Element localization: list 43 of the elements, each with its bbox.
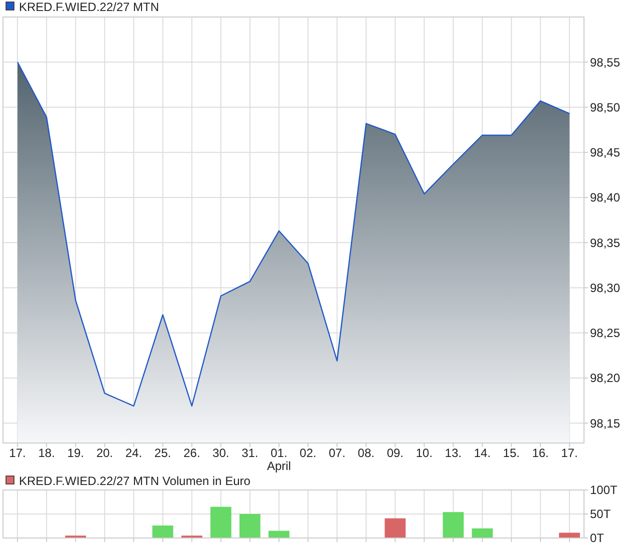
- bar: [210, 506, 232, 538]
- x-tick-label: 14.: [474, 446, 491, 460]
- x-tick-label: 24.: [125, 446, 142, 460]
- bar: [268, 530, 290, 538]
- x-tick-label: 07.: [328, 446, 346, 460]
- y-tick-label: 98,35: [590, 236, 620, 250]
- x-tick-label: 17.: [561, 446, 578, 460]
- x-tick-label: 02.: [300, 446, 316, 460]
- y-tick-label: 98,45: [590, 146, 620, 160]
- y-tick-label: 98,40: [590, 190, 620, 205]
- bar: [152, 526, 174, 538]
- x-tick-label: 09.: [386, 446, 404, 460]
- y-tick-label: 98,55: [590, 55, 620, 70]
- bar: [239, 514, 260, 538]
- x-tick-label: 17.: [9, 446, 26, 460]
- x-tick-label: 18.: [38, 446, 55, 460]
- y-tick-label: 50T: [590, 507, 612, 522]
- x-tick-label: 13.: [444, 446, 462, 460]
- y-tick-label: 98,20: [590, 371, 620, 386]
- y-tick-label: 100T: [590, 483, 618, 498]
- y-tick-label: 0T: [590, 531, 605, 546]
- x-tick-label: 01.: [270, 446, 288, 460]
- bar: [384, 518, 406, 538]
- x-tick-label: 20.: [96, 446, 114, 460]
- x-tick-label: 10.: [416, 446, 433, 460]
- y-tick-label: 98,50: [590, 100, 620, 114]
- x-tick-label: 16.: [532, 446, 549, 460]
- x-tick-label: 30.: [212, 446, 230, 460]
- x-tick-label: 31.: [242, 446, 258, 460]
- legend-label: KRED.F.WIED.22/27 MTN: [19, 0, 160, 14]
- legend-label: KRED.F.WIED.22/27 MTN Volumen in Euro: [19, 474, 251, 488]
- bar: [559, 532, 580, 538]
- y-tick-label: 98,30: [590, 280, 620, 295]
- x-tick-label: 25.: [154, 446, 172, 460]
- bar: [442, 512, 464, 538]
- y-tick-label: 98,15: [590, 416, 620, 430]
- x-tick-label: 08.: [358, 446, 374, 460]
- x-tick-label: 15.: [503, 446, 520, 460]
- bar: [472, 528, 493, 538]
- y-tick-label: 98,25: [590, 326, 620, 340]
- x-tick-label: 26.: [183, 446, 200, 460]
- x-tick-label: 19.: [67, 446, 84, 460]
- text: April: [266, 459, 291, 473]
